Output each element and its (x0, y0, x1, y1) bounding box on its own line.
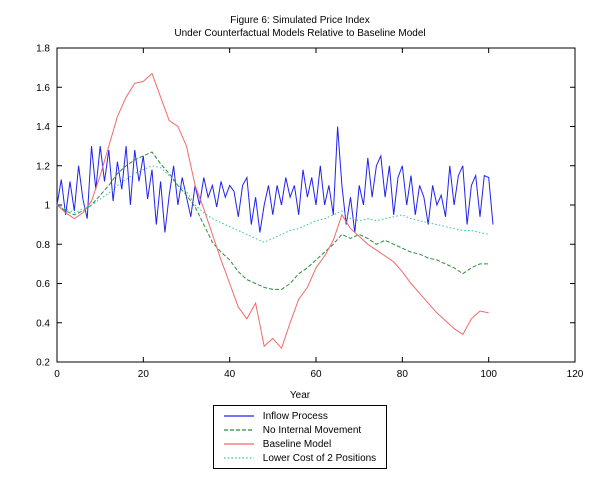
y-tick-label: 0.6 (36, 279, 50, 290)
legend-wrap: Inflow Process No Internal Movement Baseli… (0, 405, 600, 469)
legend-label: Inflow Process (262, 410, 328, 422)
legend-line-sample-icon (223, 443, 254, 445)
x-tick-label: 60 (310, 369, 322, 380)
legend-label: Lower Cost of 2 Positions (262, 452, 377, 464)
y-tick-label: 0.8 (36, 240, 50, 251)
series-inflow-process (56, 126, 494, 233)
y-tick-label: 1.6 (36, 83, 50, 94)
legend-entry: Lower Cost of 2 Positions (222, 451, 376, 465)
legend-line-sample-icon (223, 429, 254, 431)
series-baseline-model (56, 72, 489, 350)
legend-entry: Baseline Model (222, 437, 376, 451)
y-tick-label: 0.4 (36, 318, 50, 329)
x-tick-label: 100 (480, 369, 497, 380)
x-tick-label: 80 (397, 369, 409, 380)
series-no-internal-movement (56, 151, 489, 290)
x-tick-label: 120 (567, 369, 584, 380)
legend: Inflow Process No Internal Movement Baseli… (212, 405, 388, 469)
y-tick-label: 0.2 (36, 358, 50, 369)
chart-subtitle: Under Counterfactual Models Relative to … (174, 28, 426, 39)
y-tick-label: 1.8 (36, 44, 50, 55)
x-tick-label: 40 (224, 369, 236, 380)
legend-entry: Inflow Process (222, 409, 376, 423)
x-axis-label: Year (289, 390, 311, 401)
y-tick-label: 1.2 (36, 161, 50, 172)
series-lower-cost-of-2-positions (56, 165, 489, 243)
plot-area: 0 20 40 60 80 100 120 0.2 0.4 0.6 0.8 1 1.2 1.4 1.6 1.8 (36, 44, 584, 381)
x-tick-label: 0 (54, 369, 60, 380)
chart-title: Figure 6: Simulated Price Index (230, 15, 370, 26)
y-tick-label: 1 (44, 201, 50, 212)
legend-line-sample-icon (223, 457, 254, 459)
legend-label: Baseline Model (262, 438, 332, 450)
legend-label: No Internal Movement (262, 424, 362, 436)
x-tick-label: 20 (138, 369, 150, 380)
legend-line-sample-icon (223, 415, 254, 417)
title-block: Figure 6: Simulated Price Index Under Co… (0, 0, 600, 40)
legend-entry: No Internal Movement (222, 423, 376, 437)
y-tick-label: 1.4 (36, 122, 50, 133)
